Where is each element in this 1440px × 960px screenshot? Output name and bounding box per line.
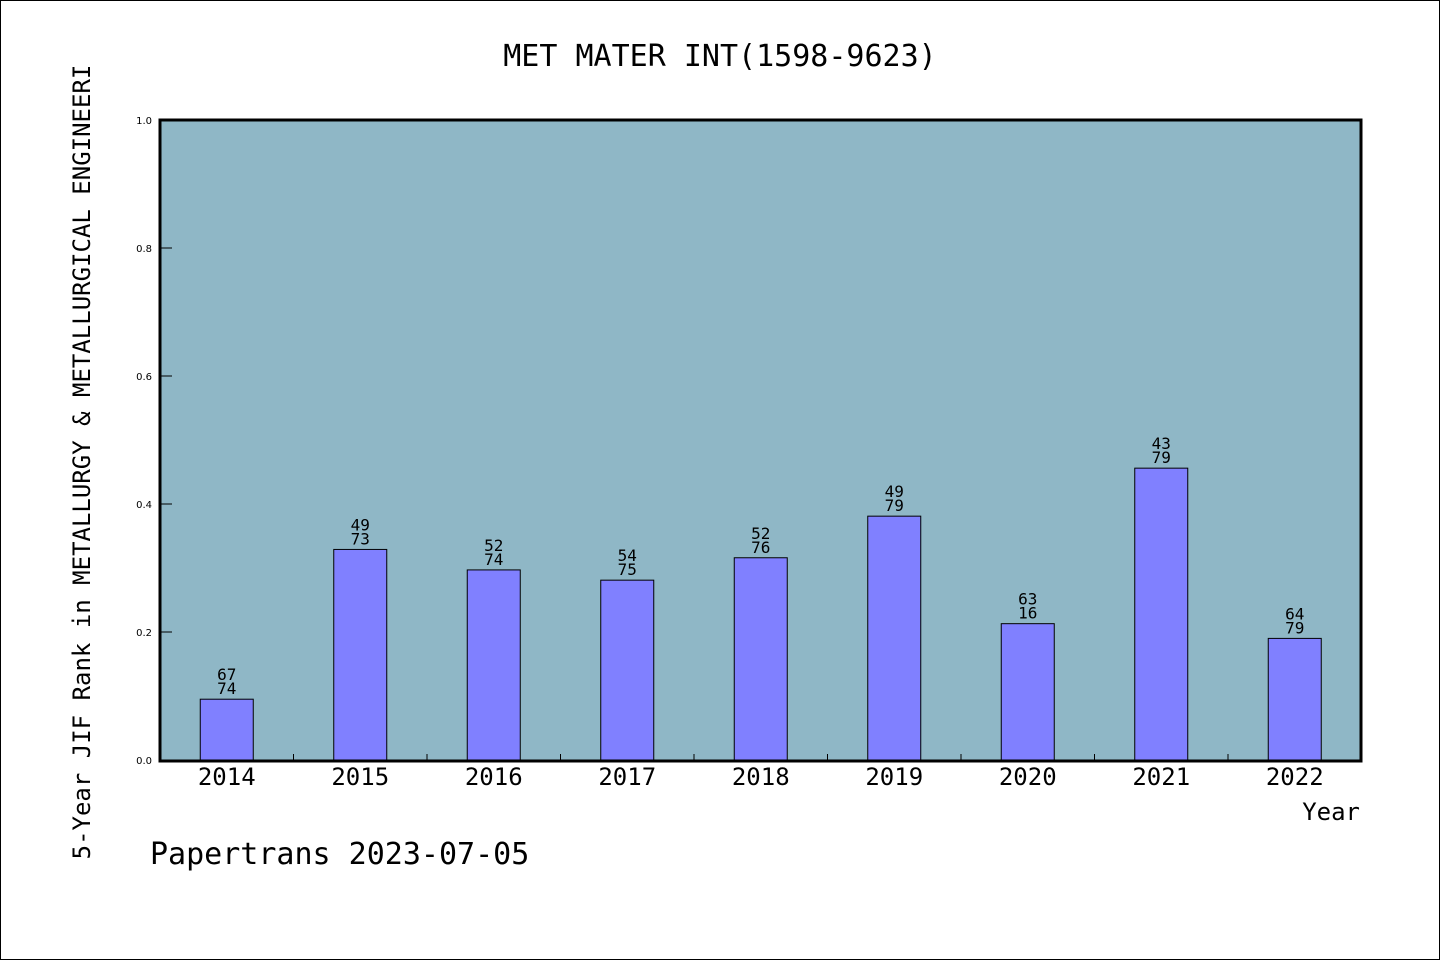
x-tick-label-2015: 2015 — [331, 763, 389, 791]
y-tick-label-0.4: 0.4 — [136, 500, 152, 511]
bar-2015 — [333, 548, 388, 761]
y-tick-label-0.8: 0.8 — [136, 244, 152, 255]
bar-2018 — [733, 557, 788, 761]
y-tick-label-0.6: 0.6 — [136, 372, 152, 383]
data-label-bottom-2018: 76 — [751, 538, 770, 557]
y-axis-label: 5-Year JIF Rank in METALLURGY & METALLUR… — [68, 65, 96, 860]
data-label-bottom-2020: 16 — [1018, 604, 1037, 623]
x-tick-label-2021: 2021 — [1132, 763, 1190, 791]
plot-border — [158, 118, 1363, 763]
data-label-top-2022: 64 — [1285, 604, 1304, 623]
data-label-bottom-2016: 74 — [484, 550, 503, 569]
data-label-top-2019: 49 — [885, 482, 904, 501]
data-label-bottom-2021: 79 — [1152, 448, 1171, 467]
bar-2020 — [1000, 623, 1055, 761]
data-label-bottom-2014: 74 — [217, 679, 236, 698]
x-axis-label: Year — [1302, 798, 1360, 826]
data-label-top-2017: 54 — [618, 546, 637, 565]
footer-date: Papertrans 2023-07-05 — [150, 837, 529, 872]
x-tick-label-2018: 2018 — [732, 763, 790, 791]
y-tick-label-1.0: 1.0 — [136, 116, 152, 127]
bar-2019 — [867, 515, 922, 761]
x-tick-label-2019: 2019 — [865, 763, 923, 791]
bar-2016 — [466, 569, 521, 761]
data-label-top-2015: 49 — [351, 515, 370, 534]
bars-layer — [199, 467, 1322, 761]
y-tick-label-0.0: 0.0 — [136, 756, 152, 767]
x-tick-label-2014: 2014 — [198, 763, 256, 791]
x-tick-label-2016: 2016 — [465, 763, 523, 791]
data-label-top-2021: 43 — [1152, 434, 1171, 453]
data-label-top-2020: 63 — [1018, 590, 1037, 609]
y-axis: 0.0 0.2 0.4 0.6 0.8 1.0 — [136, 116, 172, 767]
bar-2014 — [199, 698, 254, 761]
x-axis: 2014 2015 2016 2017 2018 2019 2020 2021 2022 — [198, 754, 1324, 791]
chart-title: MET MATER INT(1598-9623) — [503, 39, 936, 74]
bar-2021 — [1134, 467, 1189, 761]
y-tick-label-0.2: 0.2 — [136, 628, 152, 639]
data-label-bottom-2017: 75 — [618, 560, 637, 579]
bar-2017 — [600, 579, 655, 761]
data-label-top-2018: 52 — [751, 524, 770, 543]
x-tick-label-2022: 2022 — [1266, 763, 1324, 791]
data-label-bottom-2015: 73 — [351, 529, 370, 548]
data-label-bottom-2019: 79 — [885, 496, 904, 515]
x-tick-label-2020: 2020 — [999, 763, 1057, 791]
data-label-top-2016: 52 — [484, 536, 503, 555]
data-label-bottom-2022: 79 — [1285, 618, 1304, 637]
x-tick-label-2017: 2017 — [598, 763, 656, 791]
data-label-top-2014: 67 — [217, 665, 236, 684]
bar-2022 — [1267, 637, 1322, 761]
